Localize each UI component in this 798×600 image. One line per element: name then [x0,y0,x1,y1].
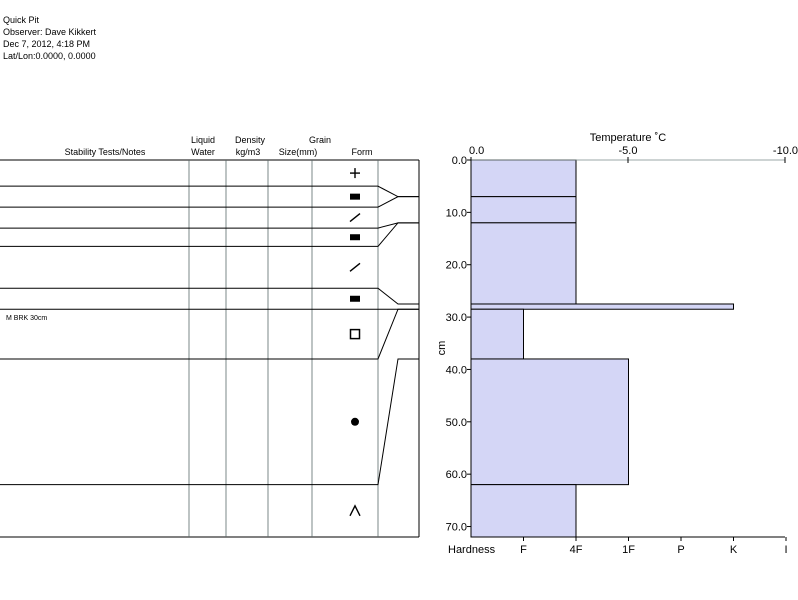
hardness-bar [470,196,577,224]
layer-table: M BRK 30cm [0,159,420,538]
depth-tick-label: 0.0 [452,155,467,167]
observer-text: Observer: Dave Kikkert [3,27,97,37]
depth-tick-label: 30.0 [446,312,467,324]
stability-note: M BRK 30cm [6,315,47,322]
hardness-tick-label: K [730,544,738,556]
table-row-boundary [0,196,419,208]
hardness-bar [470,303,734,310]
depth-tick-label: 60.0 [446,469,467,481]
table-row-boundary [0,287,419,305]
hardness-bar [470,222,577,305]
profile-plot: 0.0 10.0 20.0 30.0 40.0 50.0 60.0 70.0 0.0 -5.0 -1… [446,145,798,556]
table-row-boundary [0,308,419,360]
form-square-icon [349,328,361,340]
header-grain-2: Size(mm) [279,147,318,157]
hardness-tick-label: P [677,544,684,556]
header-form: Form [352,147,373,157]
hardness-tick-label: F [520,544,527,556]
date-text: Dec 7, 2012, 4:18 PM [3,39,91,49]
pit-title: Quick Pit [3,15,40,25]
latlon-text: Lat/Lon:0.0000, 0.0000 [3,51,96,61]
header-water-2: Water [191,147,215,157]
form-slash-icon [349,213,361,223]
depth-tick-label: 10.0 [446,207,467,219]
form-rect-icon [350,193,360,200]
hardness-bar [470,484,577,538]
table-row-boundary [0,358,419,486]
hardness-tick-label: 4F [570,544,583,556]
temperature-tick-label: 0.0 [469,145,484,157]
header-density-2: kg/m3 [236,147,261,157]
form-rect-icon [350,234,360,241]
header-water-1: Liquid [191,135,215,145]
hardness-bar [470,358,629,486]
temperature-axis-title: Temperature ˚C [590,132,666,144]
table-row-boundary [0,222,419,229]
form-slash-icon [349,262,361,272]
hardness-bar [470,308,524,360]
header-density-1: Density [235,135,266,145]
depth-tick-label: 20.0 [446,260,467,272]
form-rect-icon [350,295,360,302]
hardness-axis-label: Hardness [448,544,496,556]
hardness-tick-label: 1F [622,544,635,556]
header-grain-1: Grain [309,135,331,145]
table-row-boundary [0,222,419,247]
header-notes: Stability Tests/Notes [65,147,146,157]
depth-tick-label: 70.0 [446,522,467,534]
depth-tick-label: 40.0 [446,364,467,376]
temperature-tick-label: -5.0 [619,145,638,157]
hardness-tick-label: I [784,544,787,556]
hardness-bar [470,159,577,198]
form-dot-icon [351,417,359,426]
depth-axis-label: cm [436,341,448,356]
depth-tick-label: 50.0 [446,417,467,429]
pit-header: Quick Pit Observer: Dave Kikkert Dec 7, … [3,14,96,62]
temperature-tick-label: -10.0 [773,145,798,157]
form-caret-icon [349,504,361,517]
